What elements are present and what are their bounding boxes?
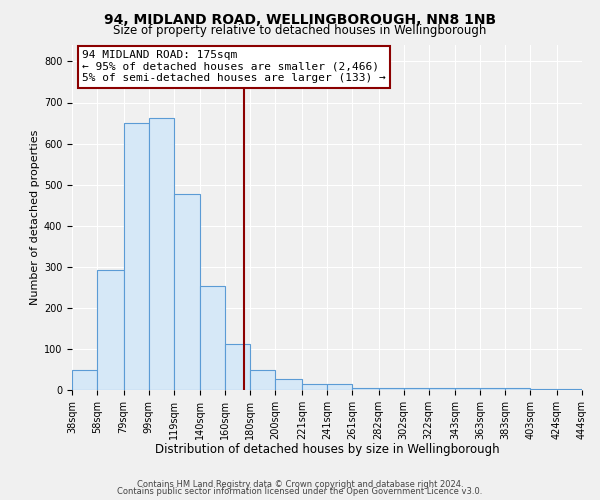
Text: 94 MIDLAND ROAD: 175sqm
← 95% of detached houses are smaller (2,466)
5% of semi-: 94 MIDLAND ROAD: 175sqm ← 95% of detache… [82, 50, 386, 84]
Bar [530, 389, 557, 390]
Bar [225, 344, 250, 390]
Bar [429, 388, 455, 390]
Bar [327, 384, 352, 390]
Bar [302, 384, 327, 390]
Bar [404, 388, 429, 390]
Bar [379, 388, 404, 390]
Text: Size of property relative to detached houses in Wellingborough: Size of property relative to detached ho… [113, 24, 487, 37]
Bar [480, 388, 505, 390]
Bar [275, 378, 302, 390]
Bar [174, 194, 200, 390]
Bar [250, 370, 275, 390]
X-axis label: Distribution of detached houses by size in Wellingborough: Distribution of detached houses by size … [155, 444, 499, 456]
Bar [149, 118, 174, 390]
Bar [557, 389, 582, 390]
Bar [97, 270, 124, 390]
Bar [505, 388, 530, 390]
Text: 94, MIDLAND ROAD, WELLINGBOROUGH, NN8 1NB: 94, MIDLAND ROAD, WELLINGBOROUGH, NN8 1N… [104, 12, 496, 26]
Bar [124, 122, 149, 390]
Bar [352, 388, 379, 390]
Bar [455, 388, 480, 390]
Text: Contains public sector information licensed under the Open Government Licence v3: Contains public sector information licen… [118, 487, 482, 496]
Bar [72, 370, 97, 390]
Y-axis label: Number of detached properties: Number of detached properties [29, 130, 40, 305]
Text: Contains HM Land Registry data © Crown copyright and database right 2024.: Contains HM Land Registry data © Crown c… [137, 480, 463, 489]
Bar [200, 286, 225, 390]
